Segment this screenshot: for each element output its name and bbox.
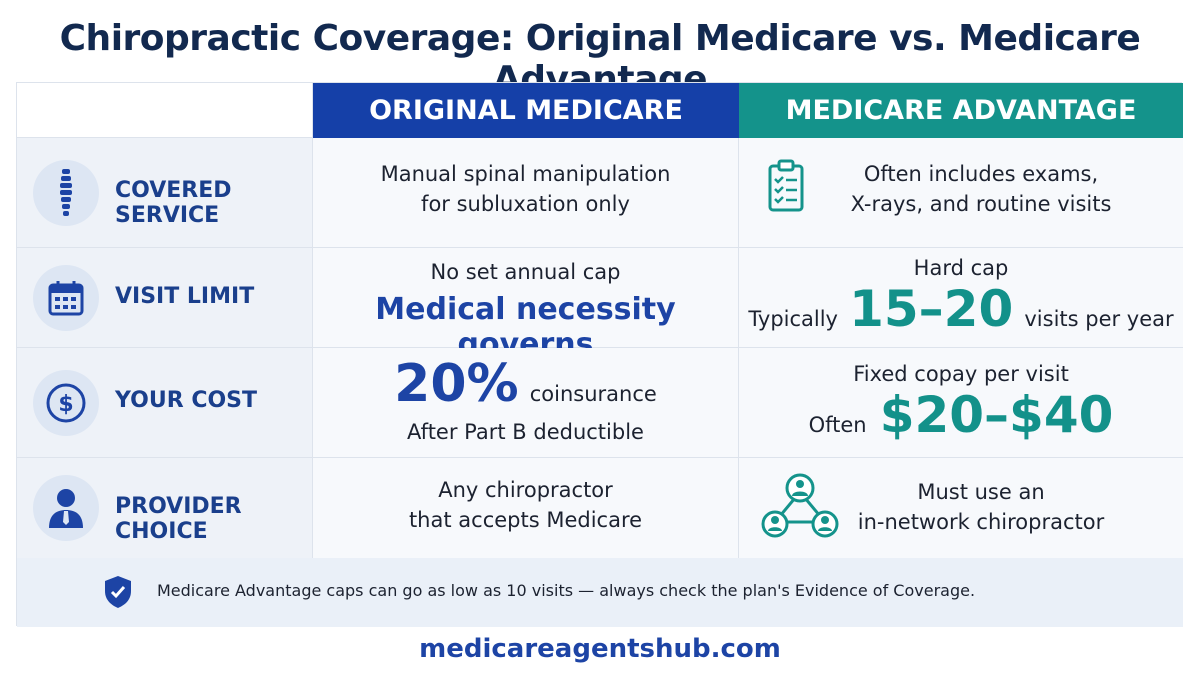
original-provider-line1: Any chiropractor xyxy=(438,478,613,502)
person-icon xyxy=(33,475,99,541)
dollar-icon: $ xyxy=(33,370,99,436)
original-provider-line2: that accepts Medicare xyxy=(408,508,643,532)
medicare-advantage-header: MEDICARE ADVANTAGE xyxy=(739,83,1183,138)
advantage-visit-suffix: visits per year xyxy=(1024,307,1174,331)
row-visit-limit: VISIT LIMIT No set annual cap Medical ne… xyxy=(17,248,1183,362)
shield-check-icon xyxy=(103,574,133,614)
row-your-cost: $ YOUR COST 20% coinsurance After Part B… xyxy=(17,348,1183,458)
advantage-visit-prefix: Typically xyxy=(748,307,838,331)
header-blank-cell xyxy=(17,83,313,138)
original-cost-suffix: coinsurance xyxy=(529,382,657,406)
advantage-visit-line1: Hard cap xyxy=(913,256,1009,280)
advantage-cost-line2: Often $20–$40 xyxy=(739,386,1183,444)
original-medicare-header: ORIGINAL MEDICARE xyxy=(313,83,739,138)
row-label: COVERED SERVICE xyxy=(115,178,232,228)
spine-icon xyxy=(33,160,99,226)
advantage-cost-line1: Fixed copay per visit xyxy=(853,362,1069,386)
advantage-provider-line1: Must use an xyxy=(917,480,1045,504)
advantage-covered-line2: X-rays, and routine visits xyxy=(850,192,1112,216)
advantage-provider-line2: in-network chiropractor xyxy=(857,510,1105,534)
advantage-visit-line2: Typically 15–20 visits per year xyxy=(739,280,1183,338)
svg-text:$: $ xyxy=(58,392,73,417)
advantage-visit-highlight: 15–20 xyxy=(849,280,1014,338)
clipboard-checklist-icon xyxy=(767,158,805,226)
page-title: Chiropractic Coverage: Original Medicare… xyxy=(59,18,1141,100)
row-label: PROVIDER CHOICE xyxy=(115,494,242,544)
original-cost-highlight: 20% xyxy=(394,354,519,414)
calendar-icon xyxy=(33,265,99,331)
original-cost-line2: After Part B deductible xyxy=(407,420,644,444)
original-covered-line2: for subluxation only xyxy=(421,192,630,216)
advantage-cost-prefix: Often xyxy=(808,413,867,437)
row-label: YOUR COST xyxy=(115,388,258,413)
row-provider-choice: PROVIDER CHOICE Any chiropractor that ac… xyxy=(17,458,1183,558)
original-covered-line1: Manual spinal manipulation xyxy=(380,162,671,186)
note-bar: Medicare Advantage caps can go as low as… xyxy=(17,558,1183,627)
advantage-cost-highlight: $20–$40 xyxy=(879,386,1114,444)
network-icon xyxy=(761,472,839,546)
note-text: Medicare Advantage caps can go as low as… xyxy=(157,581,976,600)
original-cost-line1: 20% coinsurance xyxy=(313,354,738,414)
original-visit-line1: No set annual cap xyxy=(430,260,621,284)
row-covered-service: COVERED SERVICE Manual spinal manipulati… xyxy=(17,138,1183,248)
advantage-covered-line1: Often includes exams, xyxy=(863,162,1099,186)
row-label: VISIT LIMIT xyxy=(115,284,255,309)
comparison-table: ORIGINAL MEDICARE MEDICARE ADVANTAGE COV… xyxy=(16,82,1183,627)
footer-website: medicareagentshub.com xyxy=(419,634,781,664)
